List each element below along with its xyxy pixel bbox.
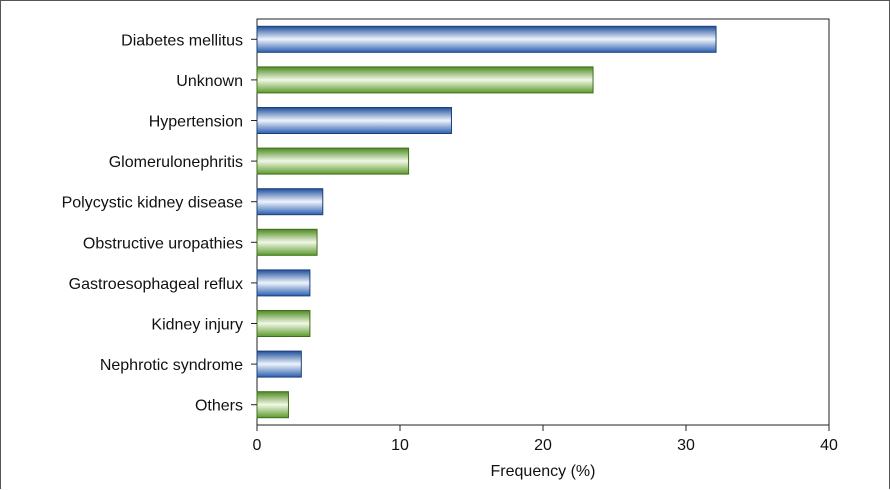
category-label: Unknown <box>176 73 243 90</box>
category-label: Hypertension <box>149 114 243 131</box>
x-tick-label: 10 <box>391 437 409 454</box>
category-label: Obstructive uropathies <box>83 235 243 252</box>
x-axis-title: Frequency (%) <box>491 463 596 480</box>
category-label: Diabetes mellitus <box>121 32 243 49</box>
bar <box>256 350 302 378</box>
x-tick-label: 20 <box>534 437 552 454</box>
category-label: Polycystic kidney disease <box>62 195 244 212</box>
bar <box>256 391 289 419</box>
bar <box>256 147 410 175</box>
bar <box>256 310 311 337</box>
category-label: Others <box>195 398 243 415</box>
bars <box>256 25 717 419</box>
x-tick-label: 0 <box>253 437 262 454</box>
bar <box>256 25 717 53</box>
x-tick-label: 30 <box>677 437 695 454</box>
x-axis: 0 10 20 30 40 <box>253 425 838 454</box>
category-label: Glomerulonephritis <box>109 154 243 171</box>
x-tick-label: 40 <box>820 437 838 454</box>
bar <box>256 228 318 256</box>
bar <box>256 188 324 216</box>
category-label: Kidney injury <box>151 317 243 334</box>
y-axis: Diabetes mellitus Unknown Hypertension Glom… <box>62 32 257 415</box>
category-label: Gastroesophageal reflux <box>69 276 243 293</box>
category-label: Nephrotic syndrome <box>100 357 243 374</box>
bar <box>256 107 452 134</box>
bar <box>256 269 311 297</box>
bar <box>256 66 594 94</box>
